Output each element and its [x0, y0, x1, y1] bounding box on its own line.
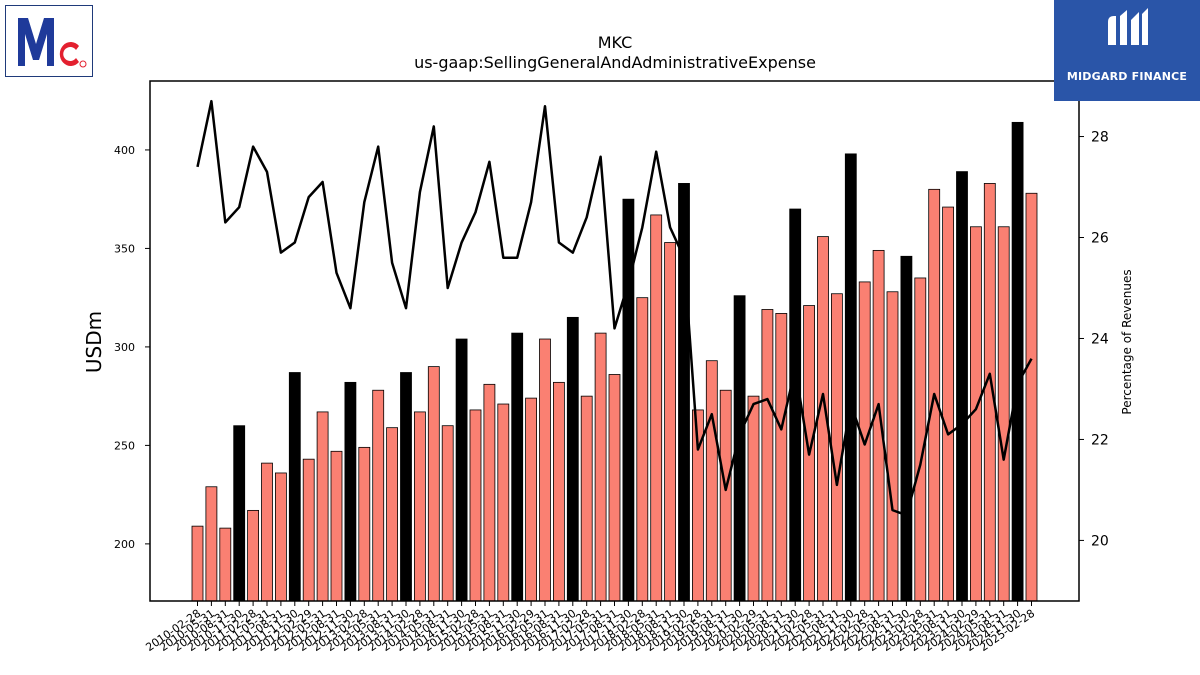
plot-frame: [149, 80, 1080, 602]
bar-2015-05-31: [483, 383, 496, 602]
bar-2019-08-31: [719, 389, 732, 602]
bar-2018-11-30: [678, 183, 690, 602]
y-tick-label: 300: [114, 341, 135, 354]
bar-2012-11-30: [344, 381, 357, 602]
bar-2010-11-30: [233, 425, 246, 602]
line-series: [196, 99, 1033, 517]
bar-2016-08-31: [553, 381, 565, 602]
bar-2011-08-31: [274, 472, 287, 602]
bar-2017-08-31: [608, 374, 621, 602]
bar-2023-11-30: [956, 171, 968, 602]
bar-2025-02-28: [1025, 192, 1038, 602]
bar-2010-02-28: [191, 525, 204, 602]
bar-2022-08-31: [886, 291, 899, 602]
bar-2014-08-31: [441, 425, 454, 602]
bar-2010-08-31: [219, 527, 232, 602]
bar-2012-08-31: [330, 450, 343, 602]
bar-2010-05-31: [205, 486, 218, 602]
bar-2022-11-30: [900, 255, 913, 602]
percentage-of-revenues-line: [196, 99, 1033, 517]
bar-2018-08-31: [664, 242, 676, 602]
bar-2014-11-30: [455, 338, 468, 602]
bar-2013-08-31: [386, 427, 399, 602]
y2-tick-label: 22: [1091, 432, 1109, 448]
bar-2015-08-31: [497, 403, 510, 602]
bar-2013-11-30: [400, 372, 412, 602]
y-tick-label: 200: [114, 538, 135, 551]
bar-2012-05-31: [316, 411, 329, 602]
midgard-finance-logo: MIDGARD FINANCE: [1054, 0, 1200, 101]
bar-2020-05-31: [761, 309, 774, 602]
bar-2015-11-30: [511, 332, 524, 602]
bar-2018-05-31: [650, 214, 663, 602]
bar-2016-05-31: [539, 338, 551, 602]
bar-2015-02-28: [469, 409, 482, 602]
y2-axis-label: Percentage of Revenues: [1120, 269, 1134, 414]
bar-2012-02-29: [302, 458, 315, 602]
bar-2021-11-30: [844, 153, 857, 602]
bar-2017-05-31: [594, 332, 607, 602]
bar-2024-11-30: [1011, 121, 1024, 602]
y-tick-label: 350: [114, 242, 135, 255]
bar-2020-08-31: [775, 313, 788, 602]
bar-2013-05-31: [372, 389, 385, 602]
bar-2019-05-31: [705, 360, 718, 602]
bar-series: [191, 121, 1038, 602]
midgard-mark-icon: [1108, 8, 1148, 45]
bar-2016-02-29: [525, 397, 537, 602]
y2-tick-label: 20: [1091, 533, 1109, 549]
bar-2024-08-31: [997, 226, 1010, 602]
bar-2017-02-28: [580, 395, 593, 602]
bar-2020-11-30: [789, 208, 802, 602]
bar-2013-02-28: [358, 446, 371, 602]
y-tick-label: 400: [114, 144, 135, 157]
bar-2023-08-31: [942, 206, 954, 602]
brand-name: MIDGARD FINANCE: [1066, 70, 1188, 83]
y2-tick-label: 24: [1091, 331, 1109, 347]
y2-tick-label: 28: [1091, 130, 1109, 146]
bar-2014-02-28: [413, 411, 426, 602]
y-tick-label: 250: [114, 439, 135, 452]
bar-2016-11-30: [566, 316, 579, 602]
chart-subtitle: us-gaap:SellingGeneralAndAdministrativeE…: [414, 53, 816, 72]
mccormick-logo: [5, 5, 93, 77]
bar-2018-02-28: [636, 297, 649, 602]
bar-2020-02-29: [747, 395, 760, 602]
bar-2011-02-28: [247, 509, 260, 602]
bar-2011-11-30: [288, 372, 301, 602]
bar-2021-08-31: [831, 293, 843, 602]
axes: 20025030035040020222426282010-02-282010-…: [114, 130, 1109, 655]
bar-2011-05-31: [261, 462, 273, 602]
bar-2017-11-30: [622, 198, 635, 602]
chart-title: MKC: [598, 33, 633, 52]
mccormick-mark-icon: [18, 18, 87, 68]
bar-2014-05-31: [427, 366, 440, 602]
y-axis-label: USDm: [82, 311, 106, 373]
y2-tick-label: 26: [1091, 231, 1109, 247]
